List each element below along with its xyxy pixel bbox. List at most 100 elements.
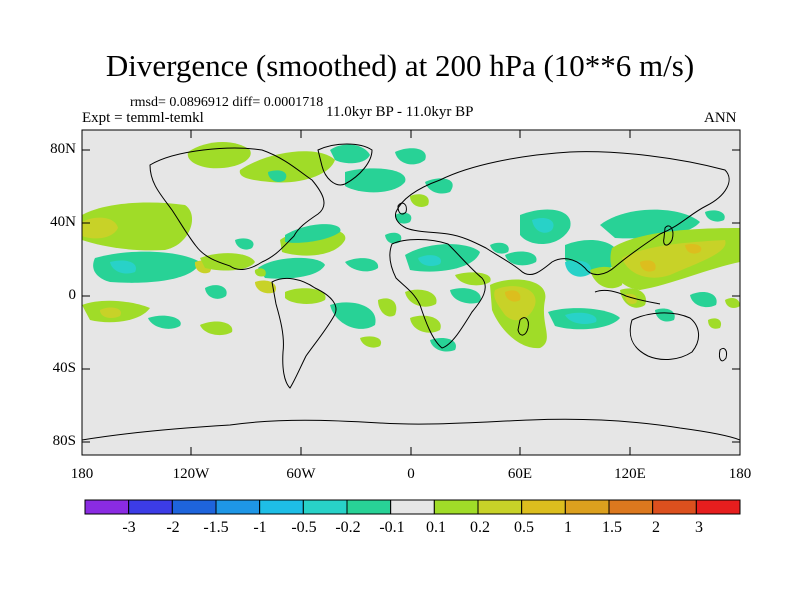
divergence-region (345, 168, 406, 193)
period-label: 11.0kyr BP - 11.0kyr BP (326, 104, 474, 120)
divergence-region (385, 232, 402, 244)
colorbar-label: -2 (166, 519, 180, 536)
lat-label: 80S (52, 433, 76, 449)
divergence-region (82, 202, 193, 251)
divergence-region (490, 242, 509, 254)
lon-label: 60W (286, 466, 316, 482)
coastline-antarctica (82, 418, 740, 441)
colorbar-swatch (608, 499, 654, 515)
divergence-region (708, 318, 722, 329)
colorbar-label: 3 (695, 519, 703, 536)
colorbar-swatch (652, 499, 697, 515)
coastline-japan (663, 225, 674, 246)
divergence-region (235, 238, 254, 250)
lat-label: 40N (50, 214, 76, 230)
divergence-region (532, 218, 554, 233)
colorbar-label: 1 (564, 519, 572, 536)
colorbar-swatch (302, 499, 348, 515)
colorbar-swatch (390, 499, 435, 515)
divergence-region (410, 315, 441, 333)
divergence-region (395, 148, 426, 165)
coastline-greenland (317, 143, 373, 186)
colorbar-swatch (128, 499, 173, 515)
divergence-region (640, 260, 656, 272)
divergence-region (405, 244, 480, 272)
divergence-region (565, 312, 597, 324)
divergence-region (455, 272, 491, 286)
coastline-eurasia (395, 151, 730, 275)
colorbar-label: -3 (122, 519, 136, 536)
divergence-region (148, 315, 181, 329)
season-label: ANN (704, 110, 737, 126)
divergence-region (255, 280, 276, 294)
divergence-region (655, 308, 675, 322)
coastlines (82, 143, 740, 441)
lon-label: 120E (614, 466, 646, 482)
divergence-region (378, 298, 397, 317)
colorbar-swatch (695, 499, 741, 515)
divergence-region (360, 336, 382, 348)
divergence-region (395, 212, 412, 224)
colorbar-label: 2 (652, 519, 660, 536)
divergence-region (254, 268, 266, 277)
lon-label: 180 (728, 466, 752, 482)
divergence-region (200, 253, 255, 271)
colorbar-swatch (564, 499, 610, 515)
colorbar-swatch (84, 499, 130, 515)
colorbar-swatch (215, 499, 261, 515)
colorbar-label: 1.5 (602, 519, 622, 536)
colorbar-label: 0.2 (470, 519, 490, 536)
lat-label: 80N (50, 141, 76, 157)
colorbar-label: 0.1 (426, 519, 446, 536)
colorbar-label: -0.1 (379, 519, 405, 536)
divergence-region (205, 285, 227, 299)
divergence-region (410, 194, 429, 207)
divergence-region (450, 288, 481, 304)
lon-label: 60E (507, 466, 533, 482)
experiment-label: Expt = temml-temkl (82, 110, 204, 126)
colorbar-label: -0.5 (291, 519, 317, 536)
coastline-new-zealand (719, 347, 727, 362)
divergence-region (345, 258, 379, 272)
divergence-region (425, 178, 453, 194)
colorbar-label: -1 (253, 519, 267, 536)
coastline-australia (629, 312, 699, 360)
divergence-region (200, 321, 233, 336)
divergence-region (239, 151, 335, 183)
colorbar-label: 0.5 (514, 519, 534, 536)
lon-label: 120W (172, 466, 210, 482)
coastline-north-america (149, 147, 325, 270)
coastline-africa (389, 239, 486, 349)
colorbar-swatch (346, 499, 392, 515)
axis-ticks (82, 130, 740, 455)
colorbar-swatch (433, 499, 479, 515)
lat-label: 40S (52, 360, 76, 376)
divergence-region (330, 302, 376, 329)
divergence-region (494, 286, 536, 321)
colorbar-swatch (477, 499, 523, 515)
plot-title: Divergence (smoothed) at 200 hPa (10**6 … (105, 48, 695, 83)
divergence-region (505, 290, 521, 302)
divergence-region (418, 255, 441, 266)
divergence-region (82, 217, 118, 239)
colorbar-swatch (521, 499, 566, 515)
divergence-region (505, 251, 537, 266)
colorbar-swatch (171, 499, 217, 515)
lon-label: 180 (70, 466, 94, 482)
lat-label: 0 (68, 287, 77, 303)
divergence-region (705, 210, 725, 222)
divergence-region (110, 260, 136, 274)
divergence-region (93, 251, 200, 283)
divergence-region (187, 141, 251, 169)
coastline-indonesia (594, 289, 661, 305)
coastline-uk (397, 202, 407, 215)
divergence-field (82, 141, 740, 352)
colorbar (84, 499, 741, 515)
coastline-madagascar (517, 317, 529, 336)
divergence-region (330, 144, 370, 164)
divergence-region (100, 307, 121, 318)
rmsd-diff-label: rmsd= 0.0896912 diff= 0.0001718 (130, 95, 324, 110)
coastline-south-america (271, 277, 337, 389)
divergence-region (565, 260, 591, 277)
